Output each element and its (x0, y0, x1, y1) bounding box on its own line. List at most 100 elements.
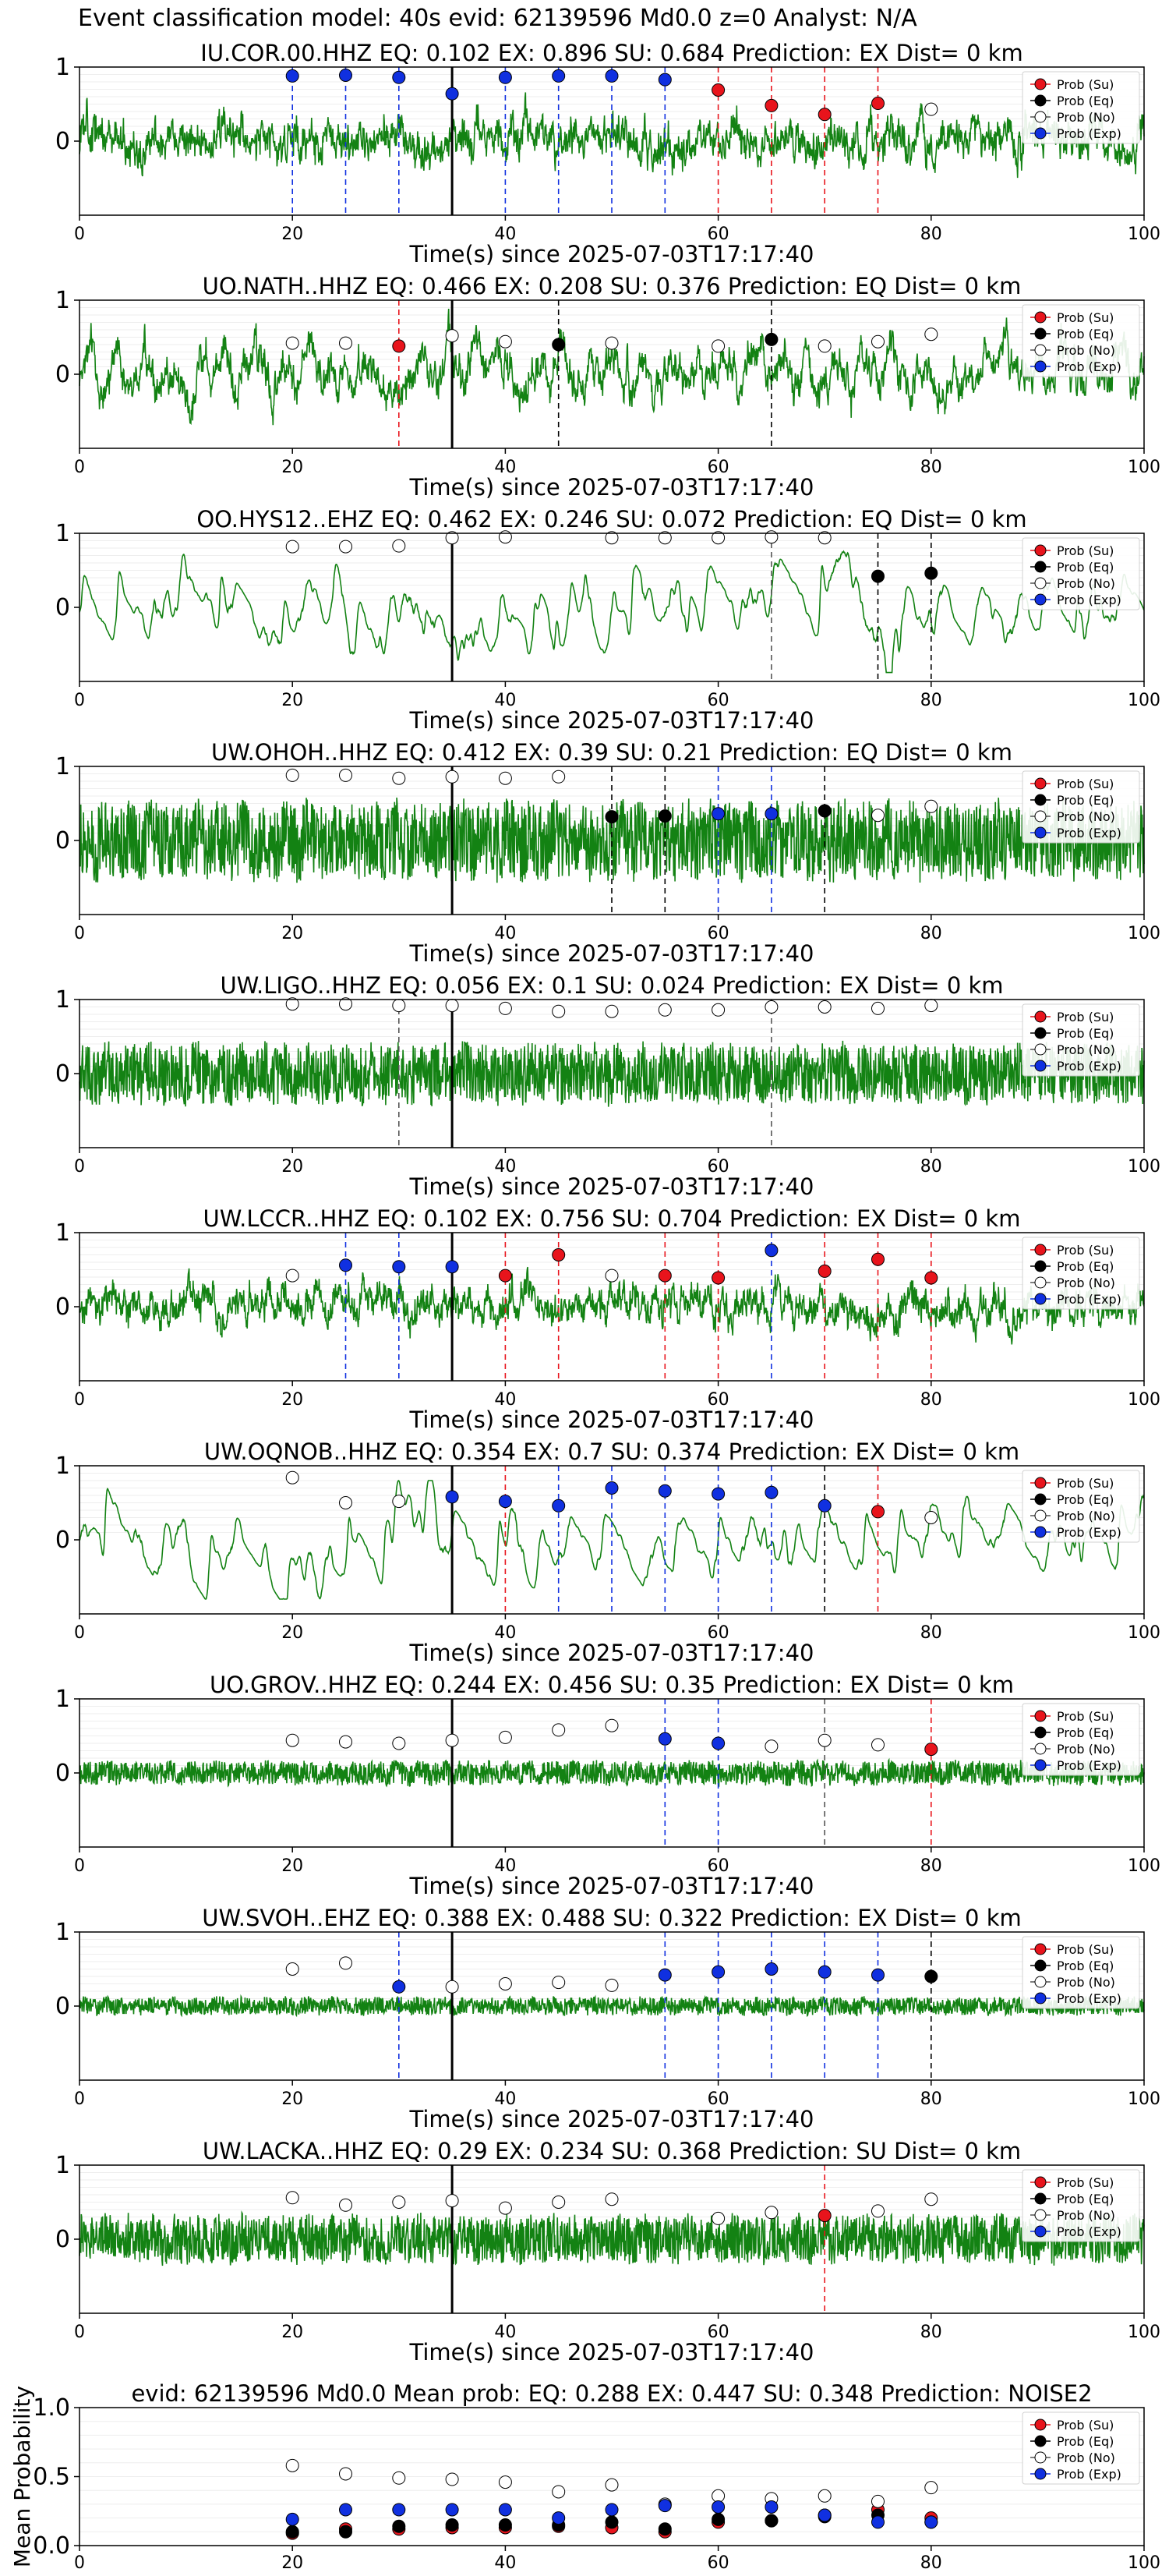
mean-prob-point (339, 2503, 352, 2517)
legend-label: Prob (Exp) (1057, 826, 1121, 840)
x-tick-label: 100 (1128, 1623, 1160, 1643)
prob-marker (392, 1980, 406, 1994)
prob-marker (924, 566, 938, 580)
prob-marker (658, 73, 672, 87)
legend-marker (1034, 794, 1047, 806)
legend-label: Prob (Su) (1057, 310, 1114, 325)
legend-label: Prob (No) (1057, 1276, 1115, 1290)
prob-marker (285, 768, 299, 782)
y-tick-label: 1 (55, 520, 70, 547)
prob-marker (392, 70, 406, 84)
prob-marker (871, 1252, 885, 1266)
prob-marker (339, 336, 352, 350)
legend: Prob (Su)Prob (Eq)Prob (No)Prob (Exp) (1022, 1237, 1140, 1310)
legend-box (1022, 304, 1140, 377)
legend-label: Prob (Su) (1057, 1010, 1114, 1024)
legend-marker (1034, 2209, 1047, 2221)
prob-marker (392, 771, 406, 785)
prob-marker (924, 1271, 938, 1285)
x-tick-label: 20 (281, 1157, 303, 1177)
legend-label: Prob (Eq) (1057, 1026, 1114, 1041)
legend-marker (1034, 1244, 1047, 1256)
prob-marker (924, 327, 938, 341)
prob-marker (285, 2191, 299, 2205)
prob-marker (818, 108, 832, 122)
legend: Prob (Su)Prob (Eq)Prob (No)Prob (Exp) (1022, 1703, 1140, 1776)
x-tick-label: 80 (920, 458, 942, 477)
y-tick-label: 1 (55, 1919, 70, 1946)
prob-marker (658, 1484, 672, 1498)
prob-marker (605, 2192, 619, 2206)
legend-label: Prob (Su) (1057, 777, 1114, 791)
mean-prob-point (712, 2512, 726, 2526)
seismic-trace (79, 1040, 1145, 1107)
y-tick-label: 0.5 (33, 2464, 70, 2491)
x-tick-label: 80 (920, 1157, 942, 1177)
mean-prob-point (924, 2515, 938, 2529)
x-tick-label: 20 (281, 924, 303, 943)
legend-label: Prob (Exp) (1057, 1292, 1121, 1307)
x-tick-label: 60 (708, 1390, 729, 1410)
x-tick-label: 40 (494, 1623, 516, 1643)
mean-prob-point (285, 2525, 299, 2539)
x-tick-label: 40 (494, 458, 516, 477)
mean-prob-point (712, 2500, 726, 2514)
legend: Prob (Su)Prob (Eq)Prob (No)Prob (Exp) (1022, 2169, 1140, 2242)
y-tick-label: 0 (55, 827, 70, 855)
y-tick-label: 1 (55, 287, 70, 314)
prob-marker (498, 1977, 512, 1990)
x-tick-label: 60 (708, 1856, 729, 1876)
panel-title: UW.LIGO..HHZ EQ: 0.056 EX: 0.1 SU: 0.024… (220, 972, 1003, 999)
prob-marker (712, 1965, 726, 1979)
x-tick-label: 20 (281, 1856, 303, 1876)
legend-marker (1034, 1710, 1047, 1722)
prob-marker (392, 1260, 406, 1274)
prob-marker (871, 1738, 885, 1752)
prob-marker (285, 997, 299, 1011)
prob-marker (552, 1976, 566, 1990)
prob-marker (339, 1496, 352, 1509)
x-tick-label: 60 (708, 458, 729, 477)
mean-prob-point (605, 2503, 619, 2517)
legend-marker (1034, 2192, 1047, 2205)
prob-marker (498, 1001, 512, 1015)
legend: Prob (Su)Prob (Eq)Prob (No)Prob (Exp) (1022, 2411, 1140, 2485)
prob-marker (445, 770, 459, 784)
legend-marker (1034, 826, 1047, 839)
x-axis-label: Time(s) since 2025-07-03T17:17:40 (409, 707, 814, 734)
prob-marker (871, 1001, 885, 1015)
prob-marker (498, 70, 512, 84)
panel-title: UW.LACKA..HHZ EQ: 0.29 EX: 0.234 SU: 0.3… (203, 2138, 1021, 2164)
x-tick-label: 20 (281, 458, 303, 477)
prob-marker (818, 2209, 832, 2223)
station-panel: UW.OHOH..HHZ EQ: 0.412 EX: 0.39 SU: 0.21… (55, 739, 1160, 967)
station-panel: UW.SVOH..EHZ EQ: 0.388 EX: 0.488 SU: 0.3… (55, 1905, 1160, 2132)
y-axis-label: Mean Probability (9, 2386, 35, 2567)
prob-marker (605, 1978, 619, 1992)
mean-prob-point (924, 2481, 938, 2495)
x-tick-label: 80 (920, 691, 942, 710)
x-tick-label: 40 (494, 691, 516, 710)
legend-marker (1034, 127, 1047, 140)
prob-marker (924, 1743, 938, 1757)
prob-marker (605, 1718, 619, 1732)
x-tick-label: 0 (74, 2089, 85, 2109)
prob-marker (285, 1962, 299, 1976)
prob-marker (818, 1000, 832, 1014)
x-tick-label: 0 (74, 1390, 85, 1410)
x-axis-label: Time(s) since 2025-07-03T17:17:40 (409, 2339, 814, 2365)
legend-label: Prob (No) (1057, 1742, 1115, 1757)
legend-marker (1034, 2225, 1047, 2238)
mean-prob-point (445, 2503, 459, 2517)
prob-marker (605, 810, 619, 824)
prob-marker (924, 102, 938, 116)
x-tick-label: 20 (281, 225, 303, 244)
prob-marker (712, 83, 726, 97)
prob-marker (712, 807, 726, 821)
mean-prob-point (339, 2525, 352, 2539)
prob-marker (871, 1968, 885, 1982)
prob-marker (552, 1723, 566, 1737)
legend-label: Prob (Su) (1057, 77, 1114, 92)
x-tick-label: 60 (708, 1157, 729, 1177)
y-tick-label: 0 (55, 594, 70, 621)
